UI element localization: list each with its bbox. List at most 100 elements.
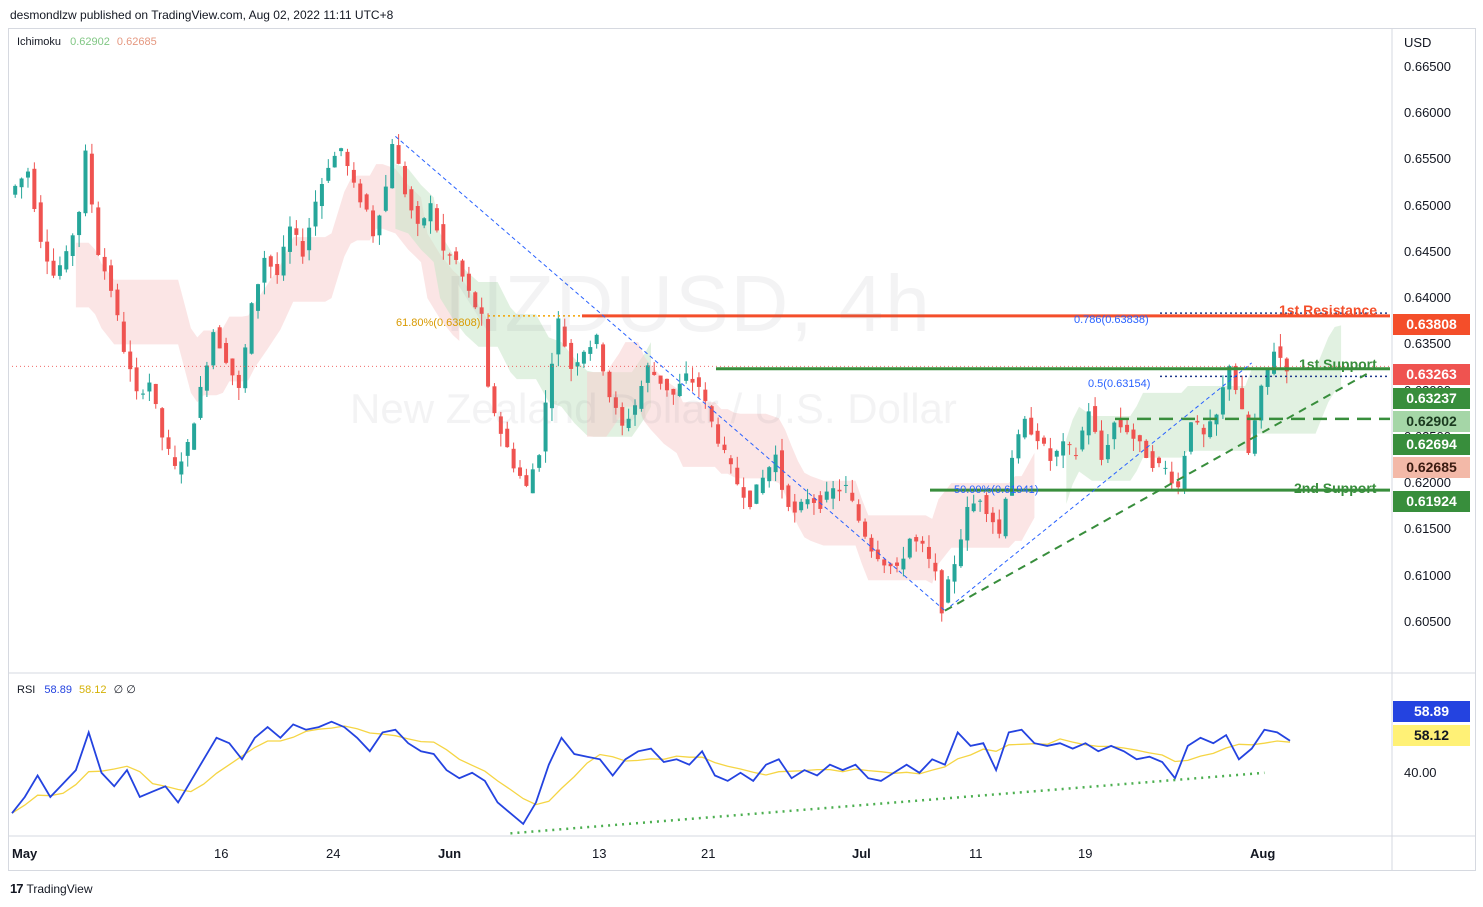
fib-label-786: 0.786(0.63838) <box>1074 314 1149 326</box>
candle-body <box>1073 455 1078 457</box>
candle-body <box>735 467 740 485</box>
candle-body <box>147 382 152 392</box>
candle-body <box>1118 418 1123 428</box>
candle-body <box>1150 451 1155 469</box>
candle-body <box>1259 385 1264 421</box>
support-1-label: 1st Support <box>1299 356 1377 372</box>
candle-body <box>767 467 772 482</box>
candle-body <box>837 489 842 492</box>
candle-body <box>716 424 721 444</box>
price-axis-tick: 0.63500 <box>1404 336 1451 351</box>
candle-body <box>1201 427 1206 435</box>
rsi-legend[interactable]: RSI 58.89 58.12 ∅ ∅ <box>17 683 136 696</box>
candle-body <box>409 189 414 211</box>
candle-body <box>588 347 593 354</box>
time-axis-tick: May <box>12 846 38 861</box>
rsi-legend-name: RSI <box>17 684 36 696</box>
fib-label-05: 0.5(0.63154) <box>1088 378 1151 390</box>
candle-body <box>549 363 554 409</box>
candle-body <box>971 503 976 512</box>
candle-body <box>1029 417 1034 435</box>
candle-body <box>70 235 75 257</box>
rsi-legend-value: 58.89 <box>44 684 72 696</box>
candle-body <box>198 386 203 418</box>
candle-body <box>32 168 37 209</box>
rsi-value-tag: 58.89 <box>1393 701 1470 722</box>
candle-body <box>319 184 324 207</box>
candle-body <box>1035 430 1040 442</box>
candle-body <box>856 504 861 521</box>
candle-body <box>1233 365 1238 390</box>
candle-body <box>1054 450 1059 457</box>
candle-body <box>1041 437 1046 444</box>
candle-body <box>166 437 171 449</box>
candle-body <box>256 284 261 311</box>
candle-body <box>530 469 535 494</box>
price-axis-tick: 0.61500 <box>1404 521 1451 536</box>
candle-body <box>466 273 471 291</box>
candle-body <box>524 475 529 486</box>
ichimoku-legend[interactable]: Ichimoku 0.62902 0.62685 <box>17 36 157 48</box>
candle-body <box>275 263 280 276</box>
watermark-description: New Zealand Dollar / U.S. Dollar <box>350 385 957 432</box>
candle-body <box>658 375 663 384</box>
candle-body <box>1208 421 1213 438</box>
fib-label-50: 50.00%(0.61941) <box>954 484 1039 496</box>
candle-body <box>741 487 746 498</box>
candle-body <box>645 365 650 383</box>
candle-body <box>779 450 784 490</box>
candle-body <box>38 202 43 242</box>
candle-body <box>160 408 165 438</box>
ichimoku-cloud-bull-2 <box>1066 325 1342 504</box>
price-axis-tick: 0.64000 <box>1404 290 1451 305</box>
candle-body <box>952 564 957 582</box>
candle-body <box>562 326 567 347</box>
candle-body <box>498 416 503 434</box>
candle-body <box>1169 471 1174 484</box>
time-axis-tick: 21 <box>701 846 716 861</box>
price-axis-tick: 0.61000 <box>1404 568 1451 583</box>
price-axis-tick: 0.60500 <box>1404 614 1451 629</box>
candle-body <box>224 343 229 363</box>
footer[interactable]: 17 TradingView <box>10 881 93 896</box>
candle-body <box>1061 441 1066 456</box>
candle-body <box>1284 358 1289 372</box>
candle-body <box>390 144 395 189</box>
candle-body <box>358 183 363 203</box>
candle-body <box>441 224 446 251</box>
candle-body <box>965 506 970 541</box>
candle-body <box>1010 457 1015 496</box>
candle-body <box>479 307 484 314</box>
price-tag-ichimoku-a: 0.62902 <box>1393 411 1470 432</box>
candle-body <box>268 256 273 267</box>
candle-body <box>1080 430 1085 450</box>
candle-body <box>1163 467 1168 469</box>
tradingview-logo-icon: 17 <box>10 881 24 896</box>
candle-body <box>760 477 765 494</box>
candle-body <box>121 321 126 352</box>
candle-body <box>77 211 82 236</box>
candle-body <box>140 393 145 395</box>
candle-body <box>377 215 382 236</box>
candle-body <box>1278 346 1283 358</box>
candle-body <box>307 227 312 251</box>
candle-body <box>882 559 887 566</box>
candle-body <box>1093 406 1098 432</box>
candle-body <box>351 169 356 183</box>
candle-body <box>869 537 874 552</box>
candle-body <box>428 203 433 222</box>
candle-body <box>543 402 548 452</box>
price-axis-tick: 0.65000 <box>1404 198 1451 213</box>
candle-body <box>1086 411 1091 436</box>
candle-body <box>984 495 989 515</box>
candle-body <box>805 499 810 505</box>
candle-body <box>594 334 599 345</box>
candle-body <box>792 501 797 513</box>
time-axis-tick: Aug <box>1250 846 1276 861</box>
candle-body <box>1125 424 1130 433</box>
rsi-line <box>11 720 1291 826</box>
rsi-tick-40: 40.00 <box>1404 765 1437 780</box>
candle-body <box>128 351 133 370</box>
candle-body <box>914 537 919 542</box>
